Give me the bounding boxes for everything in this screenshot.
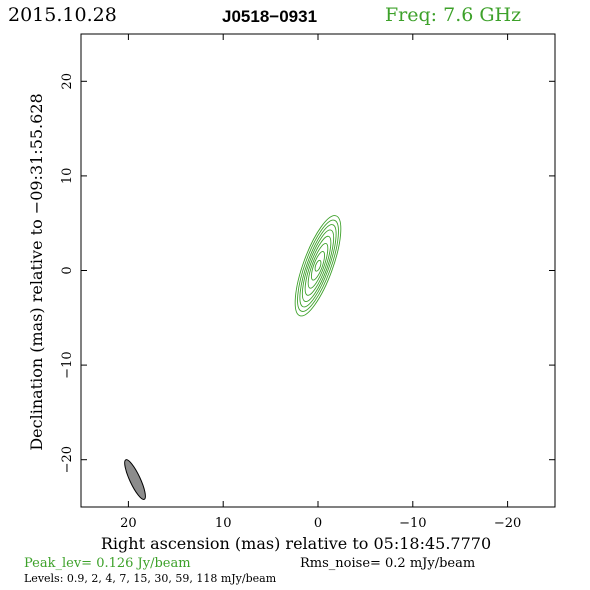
contour-line	[310, 250, 326, 281]
peak-level: Peak_lev= 0.126 Jy/beam	[24, 556, 191, 571]
y-tick-label: −10	[60, 351, 75, 378]
contour-line	[314, 259, 322, 272]
beam-ellipse	[124, 459, 146, 500]
y-tick-label: −20	[60, 446, 75, 473]
contour-line	[297, 219, 339, 312]
axis-ticks: 20 10 0 −10 −20 20 10 0 −10 −20	[60, 34, 555, 531]
observation-date: 2015.10.28	[8, 4, 117, 26]
x-tick-label: 0	[314, 516, 322, 531]
contour-levels: Levels: 0.9, 2, 4, 7, 15, 30, 59, 118 mJ…	[24, 572, 277, 585]
y-tick-label: 0	[60, 266, 75, 274]
y-tick-label: 20	[60, 73, 75, 90]
source-name: J0518−0931	[222, 7, 317, 26]
x-tick-label: 10	[215, 516, 232, 531]
contour-line	[299, 224, 337, 308]
contour-line	[307, 242, 329, 289]
contour-line	[301, 229, 335, 302]
x-tick-label: −20	[494, 516, 521, 531]
x-tick-label: 20	[120, 516, 137, 531]
rms-noise: Rms_noise= 0.2 mJy/beam	[300, 556, 475, 571]
contour-map	[294, 215, 342, 317]
contour-line	[294, 215, 342, 317]
frequency-label: Freq: 7.6 GHz	[385, 4, 521, 26]
y-tick-label: 10	[60, 168, 75, 185]
x-tick-label: −10	[399, 516, 426, 531]
beam-ellipse-group	[124, 459, 146, 500]
contour-line	[304, 235, 332, 296]
x-axis-label: Right ascension (mas) relative to 05:18:…	[101, 534, 491, 553]
y-axis-label: Declination (mas) relative to −09:31:55.…	[27, 93, 46, 450]
